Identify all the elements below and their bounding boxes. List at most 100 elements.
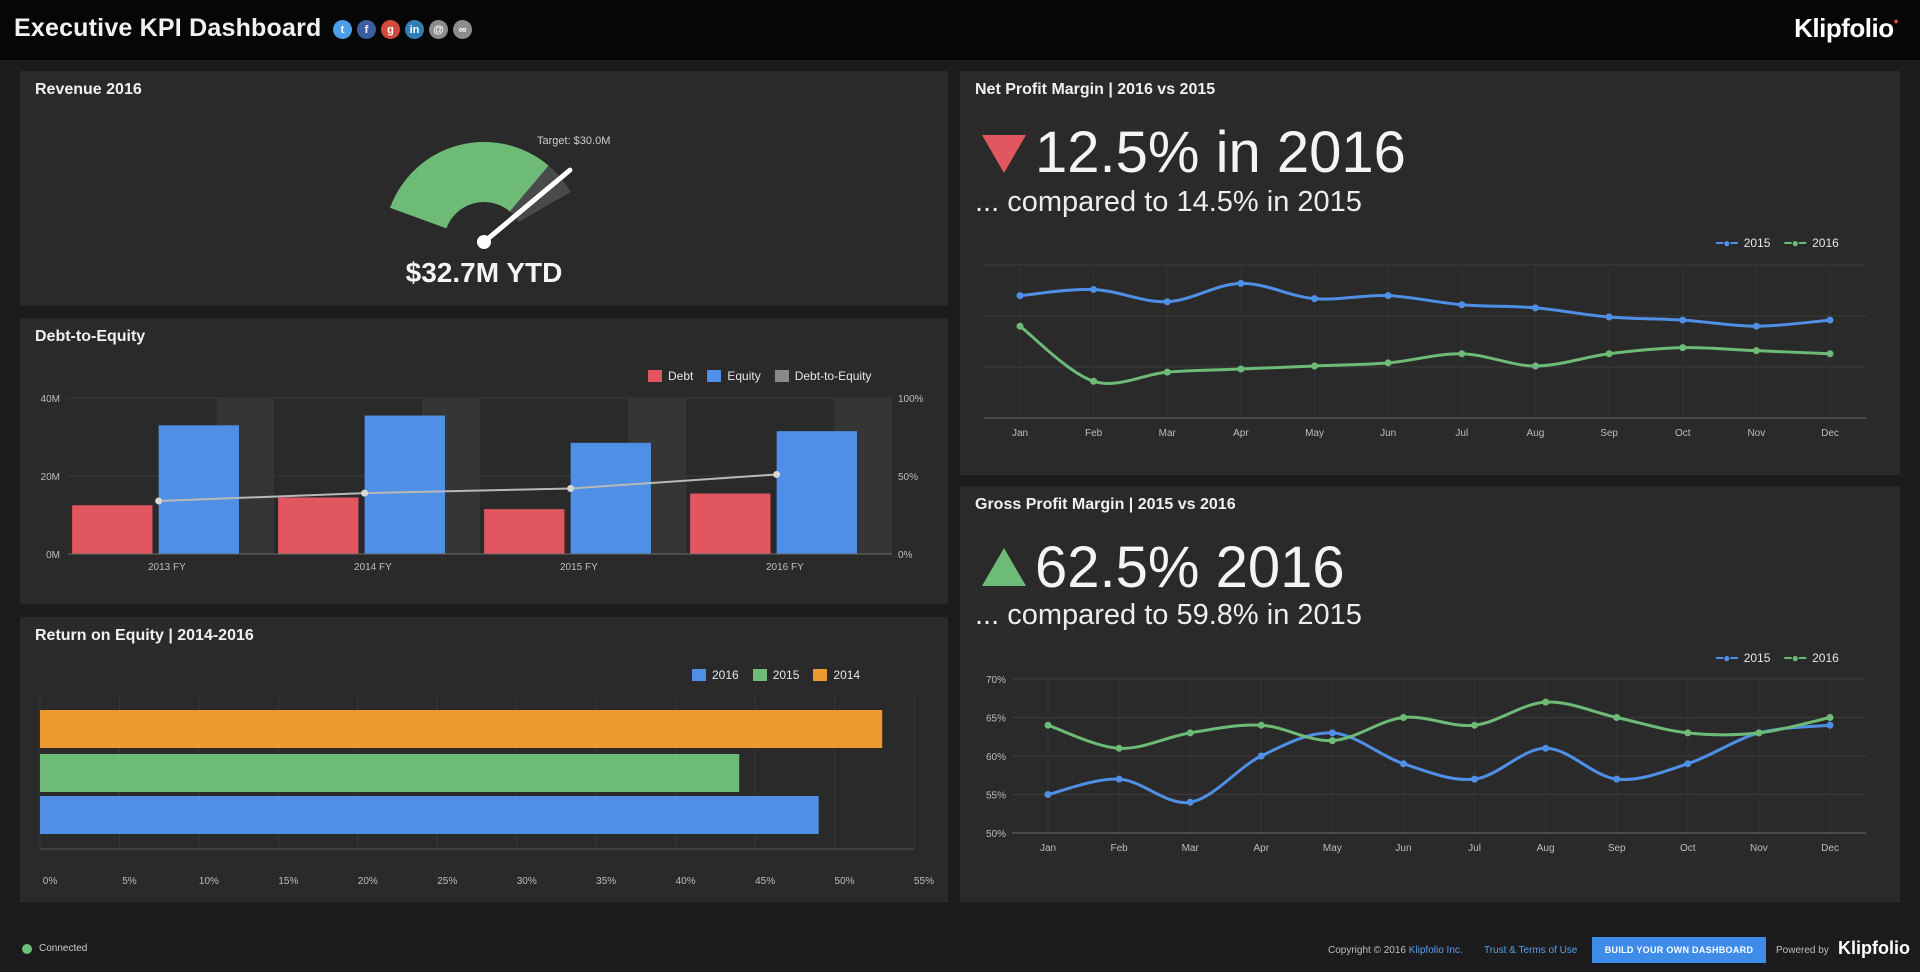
gauge-fill [390, 141, 549, 229]
connection-status: Connected [22, 943, 87, 954]
point-series-2015 [1328, 729, 1336, 737]
panel-title: Debt-to-Equity [35, 328, 146, 345]
point-series-2015 [1044, 791, 1052, 798]
legend-item[interactable]: Debt-to-Equity [774, 369, 871, 383]
point-series-2016 [1311, 362, 1319, 370]
chart-legend: 2016 2015 2014 [692, 668, 860, 682]
legend-item[interactable]: Equity [707, 369, 761, 383]
point-series-2015 [1531, 304, 1539, 312]
bar-debt [72, 505, 153, 554]
bar-debt [278, 497, 359, 554]
twitter-icon[interactable]: t [333, 20, 352, 39]
google-plus-icon[interactable]: g [381, 20, 400, 39]
legend-item[interactable]: ━●━ 2015 [1716, 651, 1771, 665]
bar-debt [484, 509, 565, 554]
point-series-2016 [1163, 368, 1171, 376]
point-series-2016 [1115, 744, 1123, 752]
build-dashboard-button[interactable]: BUILD YOUR OWN DASHBOARD [1592, 937, 1766, 963]
brand-logo: Klipfolio• [1794, 13, 1898, 43]
roe-chart: 0% 5% 10% 15% 20% 25% 30% 35% 40% 45% 50% 55% [39, 697, 934, 887]
legend-item[interactable]: ━●━ 2016 [1784, 651, 1839, 665]
link-icon[interactable]: ∞ [453, 20, 472, 39]
point-debt-to-equity [155, 497, 163, 505]
line-debt-to-equity [158, 473, 777, 502]
legend-item[interactable]: ━●━ 2016 [1784, 236, 1839, 250]
bar-equity [158, 425, 239, 554]
x-tick-label: Dec [1821, 428, 1839, 439]
gauge-needle-hub [477, 235, 491, 249]
point-series-2016 [1613, 714, 1621, 721]
x-tick-label: 50% [835, 876, 855, 887]
gross-margin-line-chart: 70% 65% 60% 55% 50% Jan Feb Mar Apr May Jun Jul Aug S… [986, 675, 1866, 854]
legend-item[interactable]: 2014 [813, 668, 860, 682]
legend-item[interactable]: 2015 [752, 668, 799, 682]
y-tick-label: 40M [41, 394, 60, 405]
x-tick-label: Sep [1608, 843, 1626, 854]
y-tick-label: 20M [41, 472, 60, 483]
footer-brand-logo[interactable]: Klipfolio [1838, 938, 1910, 958]
point-series-2015 [1826, 721, 1834, 729]
x-tick-label: 15% [278, 876, 298, 887]
terms-link[interactable]: Trust & Terms of Use [1484, 945, 1578, 956]
bar-debt [690, 493, 771, 554]
legend-item[interactable]: Debt [648, 369, 693, 383]
x-tick-label: 2016 FY [766, 562, 804, 573]
point-debt-to-equity [361, 489, 369, 497]
debt-to-equity-chart: 40M 100% 20M 50% 0M 0% 2013 FY 2014 FY 2015 FY 20… [41, 394, 924, 573]
point-series-2015 [1605, 313, 1613, 321]
line-series-2015 [1019, 281, 1831, 328]
legend-item[interactable]: ━●━ 2015 [1716, 236, 1771, 250]
revenue-panel: Revenue 2016 Target: $30.0M $32.7M YTD [20, 71, 948, 306]
x-tick-label: 40% [676, 876, 696, 887]
x-tick-label: 30% [517, 876, 537, 887]
point-debt-to-equity [773, 470, 781, 478]
headline-metric: 12.5% in 2016 [1035, 120, 1406, 185]
bar-roe-2015 [40, 754, 740, 792]
x-tick-label: Nov [1750, 843, 1768, 854]
point-series-2015 [1237, 279, 1245, 287]
x-tick-label: Jan [1040, 843, 1056, 854]
point-series-2015 [1016, 292, 1024, 300]
point-series-2016 [1016, 322, 1024, 330]
y-tick-label: 0M [46, 550, 60, 561]
point-series-2015 [1752, 322, 1760, 330]
y2-tick-label: 50% [898, 472, 918, 483]
y-tick-label: 70% [986, 675, 1006, 686]
social-share-icons: t f g in @ ∞ [333, 20, 472, 39]
net-profit-margin-panel: Net Profit Margin | 2016 vs 2015 12.5% i… [960, 71, 1900, 475]
point-series-2016 [1384, 359, 1392, 367]
point-series-2015 [1679, 316, 1687, 324]
point-series-2016 [1328, 737, 1336, 745]
x-tick-label: Apr [1233, 428, 1249, 439]
x-tick-label: Feb [1085, 428, 1103, 439]
point-series-2015 [1826, 316, 1834, 324]
point-series-2016 [1542, 698, 1550, 706]
bar-roe-2016 [40, 796, 819, 834]
linkedin-icon[interactable]: in [405, 20, 424, 39]
y-tick-label: 50% [986, 829, 1006, 840]
bar-equity [776, 431, 857, 554]
x-tick-label: 25% [437, 876, 457, 887]
company-link[interactable]: Klipfolio Inc. [1408, 945, 1463, 956]
point-series-2016 [1605, 350, 1613, 358]
panel-title: Net Profit Margin | 2016 vs 2015 [975, 81, 1216, 98]
point-series-2016 [1399, 714, 1407, 721]
x-tick-label: Aug [1537, 843, 1555, 854]
x-tick-label: 5% [122, 876, 137, 887]
email-icon[interactable]: @ [429, 20, 448, 39]
point-series-2015 [1684, 760, 1692, 768]
x-tick-label: 35% [596, 876, 616, 887]
x-tick-label: Apr [1253, 843, 1269, 854]
point-series-2015 [1384, 292, 1392, 300]
y-tick-label: 60% [986, 752, 1006, 763]
gauge-target-label: Target: $30.0M [537, 135, 611, 147]
revenue-gauge [390, 141, 573, 249]
x-tick-label: Jun [1395, 843, 1411, 854]
x-tick-label: Jul [1468, 843, 1481, 854]
x-tick-label: Jan [1012, 428, 1028, 439]
legend-item[interactable]: 2016 [692, 668, 739, 682]
status-dot-icon [22, 943, 32, 954]
point-series-2015 [1458, 301, 1466, 309]
bar-roe-2014 [40, 710, 883, 748]
facebook-icon[interactable]: f [357, 20, 376, 39]
